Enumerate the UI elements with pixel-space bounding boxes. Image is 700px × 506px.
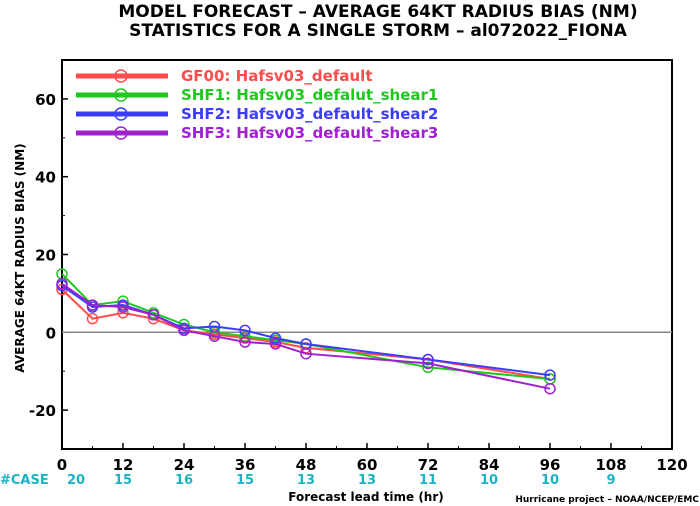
series-layer (56, 268, 556, 395)
x-tick-label: 0 (57, 456, 67, 474)
y-tick-label: 20 (35, 247, 56, 265)
series-line (61, 273, 551, 380)
x-tick-label: 24 (174, 456, 195, 474)
plot-area: 0 12 24 36 48 60 72 84 96 108 120 -20 0 20 40 60 (29, 59, 688, 474)
series-4 (56, 277, 556, 395)
legend-marker (114, 126, 128, 140)
y-tick-label: 0 (46, 324, 56, 342)
case-counts: 20 15 16 15 13 13 11 10 10 9 (67, 473, 616, 488)
case-count: 13 (297, 473, 315, 488)
x-tick-label: 84 (479, 456, 500, 474)
legend-entry-2: SHF1: Hafsv03_defalut_shear1 (76, 86, 438, 104)
data-point (239, 324, 251, 337)
legend-marker (114, 107, 128, 121)
data-point (422, 361, 434, 374)
x-tick-label: 48 (296, 456, 317, 474)
x-tick-label: 72 (418, 456, 439, 474)
case-count: 20 (67, 473, 85, 488)
data-point (422, 357, 434, 370)
chart-title: MODEL FORECAST – AVERAGE 64KT RADIUS BIA… (118, 2, 637, 22)
case-count: 10 (541, 473, 559, 488)
x-tick-label: 60 (357, 456, 378, 474)
y-tick-label: -20 (29, 402, 56, 420)
legend-label: GF00: Hafsv03_default (181, 67, 372, 85)
x-axis-label: Forecast lead time (hr) (288, 490, 444, 504)
y-tick-label: 40 (35, 169, 56, 187)
legend-marker (114, 88, 128, 102)
chart-subtitle: STATISTICS FOR A SINGLE STORM – al072022… (129, 21, 628, 41)
data-point (544, 382, 556, 395)
data-point (147, 309, 160, 321)
x-axis-ticks: 0 12 24 36 48 60 72 84 96 108 120 (57, 443, 688, 474)
case-count: 15 (114, 473, 132, 488)
data-point (300, 347, 312, 360)
credit-text: Hurricane project – NOAA/NCEP/EMC (515, 495, 699, 505)
legend-label: SHF3: Hafsv03_default_shear3 (181, 124, 438, 142)
data-point (269, 338, 282, 350)
case-count: 16 (175, 473, 193, 488)
case-count: 15 (236, 473, 254, 488)
series-3 (56, 279, 556, 381)
case-count: 10 (480, 473, 498, 488)
data-point (86, 312, 99, 325)
legend-entry-3: SHF2: Hafsv03_default_shear2 (76, 105, 438, 123)
case-count: 13 (358, 473, 376, 488)
y-axis-ticks: -20 0 20 40 60 (29, 59, 68, 450)
x-tick-label: 108 (595, 456, 626, 474)
case-count: 9 (606, 473, 615, 488)
data-point (86, 299, 99, 311)
x-tick-label: 36 (235, 456, 256, 474)
case-count: 11 (419, 473, 437, 488)
data-point (544, 369, 556, 381)
data-point (117, 301, 129, 313)
series-1 (56, 283, 556, 385)
legend-label: SHF2: Hafsv03_default_shear2 (181, 105, 438, 123)
legend-entry-1: GF00: Hafsv03_default (76, 67, 372, 85)
x-tick-label: 12 (113, 456, 134, 474)
data-point (239, 336, 251, 348)
y-axis-label: AVERAGE 64KT RADIUS BIAS (NM) (13, 143, 27, 372)
x-tick-label: 96 (540, 456, 561, 474)
data-point (56, 277, 68, 290)
x-tick-label: 120 (656, 456, 687, 474)
legend-label: SHF1: Hafsv03_defalut_shear1 (181, 86, 438, 104)
series-line (61, 284, 551, 377)
data-point (178, 324, 190, 337)
legend-entry-4: SHF3: Hafsv03_default_shear3 (76, 124, 438, 142)
data-point (422, 353, 434, 366)
data-point (208, 330, 221, 342)
series-line (61, 282, 551, 390)
case-label: #CASE (0, 473, 49, 488)
y-tick-label: 60 (35, 91, 56, 109)
legend-marker (114, 69, 128, 83)
